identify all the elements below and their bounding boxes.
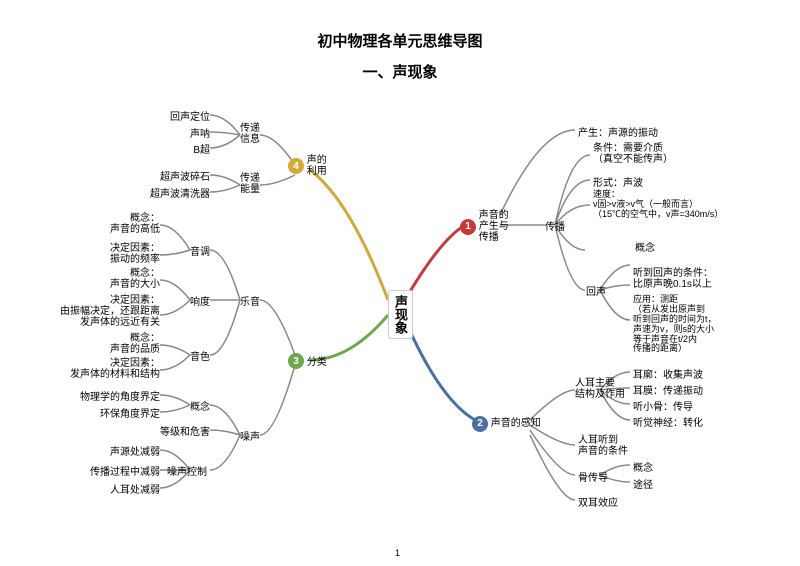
sub-xiangdu: 响度 <box>190 293 210 308</box>
leaf-noise3: 等级和危害 <box>145 423 210 438</box>
leaf-loud1: 概念： 声音的大小 <box>90 268 160 290</box>
leaf-loud2: 决定因素： 由振幅决定，还跟距离 发声体的远近有关 <box>40 295 160 328</box>
num-1-icon: 1 <box>460 219 476 235</box>
leaf-use4: 超声波碎石 <box>145 168 210 183</box>
leaf-timbre1: 概念： 声音的品质 <box>90 333 160 355</box>
branch-4: 4 声的 利用 <box>288 155 327 177</box>
sub-huisheng: 回声 <box>586 283 606 298</box>
leaf-echo-cond: 听到回声的条件： 比原声晚0.1s以上 <box>633 268 713 290</box>
sub-yindiao: 音调 <box>190 243 210 258</box>
num-4-icon: 4 <box>288 158 304 174</box>
sub-info: 传递 信息 <box>240 123 260 145</box>
leaf-nc3: 人耳处减弱 <box>90 481 160 496</box>
num-2-icon: 2 <box>472 416 488 432</box>
sub-ear: 人耳主要 结构及作用 <box>575 378 625 400</box>
leaf-hear-cond: 人耳听到 声音的条件 <box>578 435 628 457</box>
leaf-noise1: 物理学的角度界定 <box>60 388 160 403</box>
sub-chuanbo: 传播 <box>545 218 565 233</box>
page-number: 1 <box>395 548 400 558</box>
sub-yinse: 音色 <box>190 348 210 363</box>
leaf-produce: 产生：声源的振动 <box>578 124 658 139</box>
leaf-use3: B超 <box>175 141 210 156</box>
leaf-ear1: 耳廓：收集声波 <box>633 366 703 381</box>
leaf-bone1: 概念 <box>633 459 653 474</box>
sub-yueyin: 乐音 <box>240 293 260 308</box>
sub-noise: 噪声 <box>240 428 260 443</box>
sub-noise-ctrl: 噪声控制 <box>167 463 207 478</box>
leaf-timbre2: 决定因素： 发声体的材料和结构 <box>50 358 160 380</box>
sub-energy: 传递 能量 <box>240 173 260 195</box>
leaf-bone2: 途径 <box>633 476 653 491</box>
leaf-pitch2: 决定因素： 振动的频率 <box>90 243 160 265</box>
center-node: 声现象 <box>388 290 413 339</box>
doc-subtitle: 一、声现象 <box>0 51 800 82</box>
leaf-use2: 声呐 <box>175 125 210 140</box>
leaf-nc1: 声源处减弱 <box>90 443 160 458</box>
leaf-b1-concept: 概念 <box>635 243 655 254</box>
doc-title: 初中物理各单元思维导图 <box>0 0 800 51</box>
branch-1: 1 声音的 产生与 传播 <box>460 210 509 243</box>
leaf-ear2: 耳膜：传递振动 <box>633 382 703 397</box>
leaf-ear3: 听小骨：传导 <box>633 398 693 413</box>
branch-3: 3 分类 <box>288 353 327 369</box>
leaf-condition: 条件：需要介质 （真空不能传声） <box>593 143 673 165</box>
leaf-use5: 超声波清洗器 <box>135 185 210 200</box>
branch-2: 2 声音的感知 <box>472 414 541 432</box>
leaf-noise2: 环保角度界定 <box>80 405 160 420</box>
sub-concept: 概念 <box>190 398 210 413</box>
leaf-speed: 速度： v固>v液>v气（一般而言） （15℃的空气中，v声=340m/s） <box>593 190 723 220</box>
leaf-form: 形式：声波 <box>593 174 643 189</box>
leaf-pitch1: 概念： 声音的高低 <box>90 213 160 235</box>
leaf-ear4: 听觉神经：转化 <box>633 414 703 429</box>
leaf-binaural: 双耳效应 <box>578 494 618 509</box>
num-3-icon: 3 <box>288 353 304 369</box>
leaf-use1: 回声定位 <box>155 108 210 123</box>
sub-bone: 骨传导 <box>578 469 608 484</box>
leaf-echo-app: 应用：测距 （若从发出原声到 听到回声的时间为t， 声速为v，则s的大小 等于声… <box>633 295 717 354</box>
leaf-nc2: 传播过程中减弱 <box>70 463 160 478</box>
